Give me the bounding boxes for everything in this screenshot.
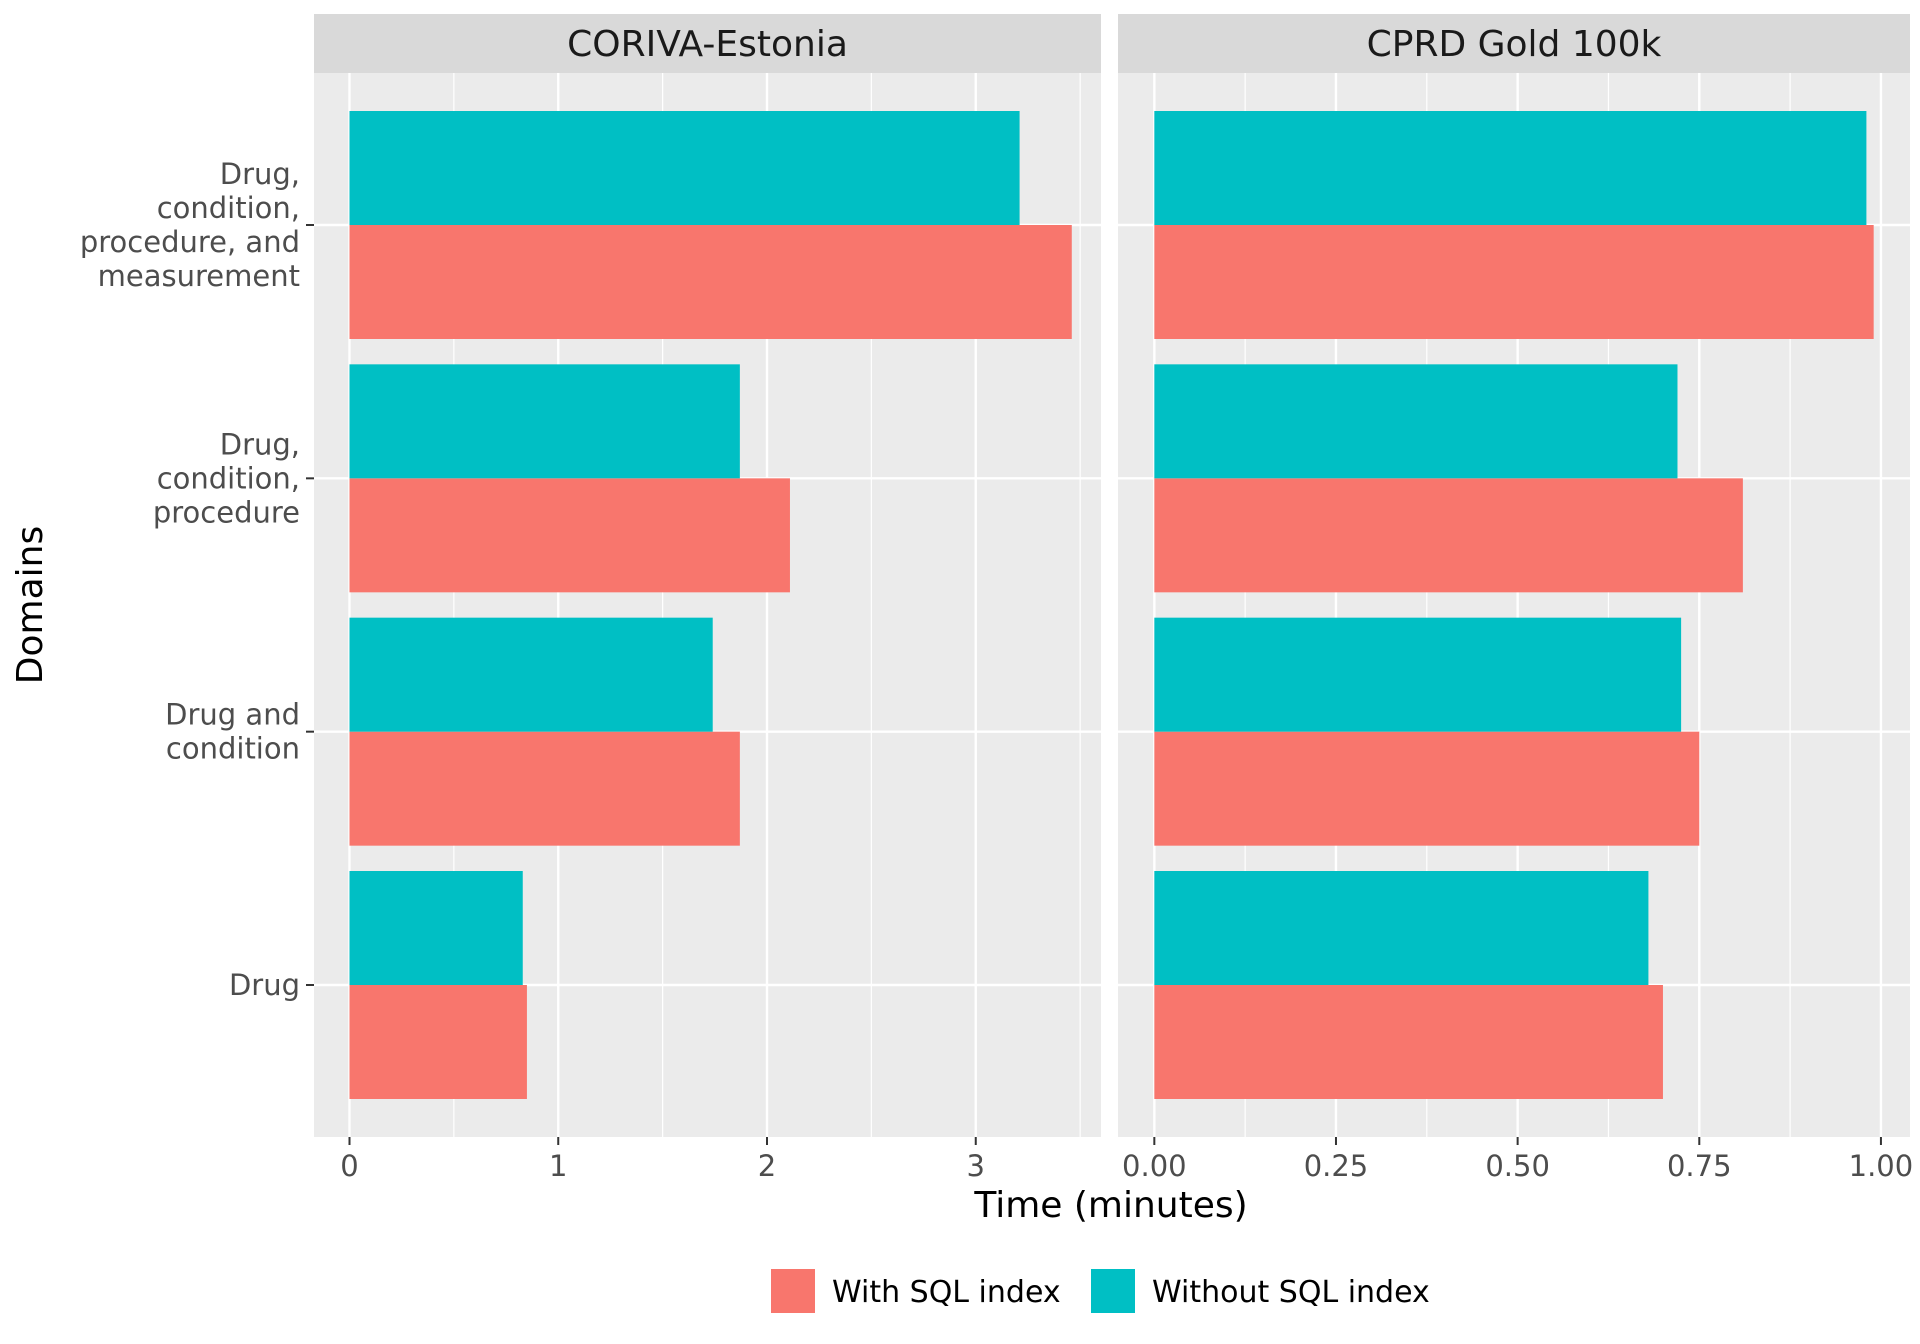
x-tick-label: 0.25 <box>1304 1149 1369 1183</box>
legend-label: With SQL index <box>832 1275 1061 1310</box>
x-tick-label: 0.75 <box>1667 1149 1732 1183</box>
y-tick-label: Drug <box>229 968 300 1002</box>
y-tick-label: Drug, condition, procedure <box>153 427 300 529</box>
facet-strip <box>314 14 1101 73</box>
bar-with-sql-index <box>349 985 527 1099</box>
bar-with-sql-index <box>1154 985 1663 1099</box>
x-axis-title: Time (minutes) <box>973 1185 1247 1226</box>
bar-without-sql-index <box>349 871 523 985</box>
bar-without-sql-index <box>1154 111 1867 225</box>
facet-panel: CORIVA-Estonia 0 1 2 3 <box>314 14 1101 1183</box>
legend-key <box>1091 1269 1135 1313</box>
bar-without-sql-index <box>349 617 713 732</box>
bar-with-sql-index <box>1154 478 1743 593</box>
legend-label: Without SQL index <box>1152 1275 1430 1310</box>
bar-without-sql-index <box>1154 617 1682 732</box>
bar-without-sql-index <box>1154 364 1678 479</box>
bar-with-sql-index <box>1154 731 1700 846</box>
bar-without-sql-index <box>349 111 1020 225</box>
bar-without-sql-index <box>1154 871 1649 985</box>
facet-strip <box>1118 14 1910 73</box>
facet-title: CPRD Gold 100k <box>1367 24 1662 65</box>
bar-with-sql-index <box>349 225 1072 339</box>
bar-with-sql-index <box>1154 225 1874 339</box>
facet-panel: CPRD Gold 100k 0.00 0.25 0.50 0.75 1.00 <box>1118 14 1913 1183</box>
x-tick-label: 0.00 <box>1122 1149 1187 1183</box>
x-tick-label: 1.00 <box>1849 1149 1914 1183</box>
x-tick-label: 3 <box>967 1149 985 1183</box>
x-tick-label: 0 <box>340 1149 358 1183</box>
x-tick-label: 2 <box>758 1149 776 1183</box>
legend-key <box>771 1269 815 1313</box>
bar-with-sql-index <box>349 731 740 846</box>
legend: With SQL index Without SQL index <box>771 1269 1430 1313</box>
category-axis-labels: Drug Drug and condition Drug, condition, proc… <box>80 157 314 1002</box>
x-tick-label: 0.50 <box>1485 1149 1550 1183</box>
bar-without-sql-index <box>349 364 740 479</box>
y-axis-title: Domains <box>10 526 51 684</box>
facet-title: CORIVA-Estonia <box>567 24 848 65</box>
y-tick-label: Drug and condition <box>165 698 300 766</box>
y-tick-label: Drug, condition, procedure, and measurement <box>80 157 300 293</box>
x-tick-label: 1 <box>549 1149 567 1183</box>
facet-panels: CORIVA-Estonia 0 1 2 3 CPRD Gold 100k 0.00 0.25… <box>314 14 1913 1183</box>
bar-with-sql-index <box>349 478 790 593</box>
